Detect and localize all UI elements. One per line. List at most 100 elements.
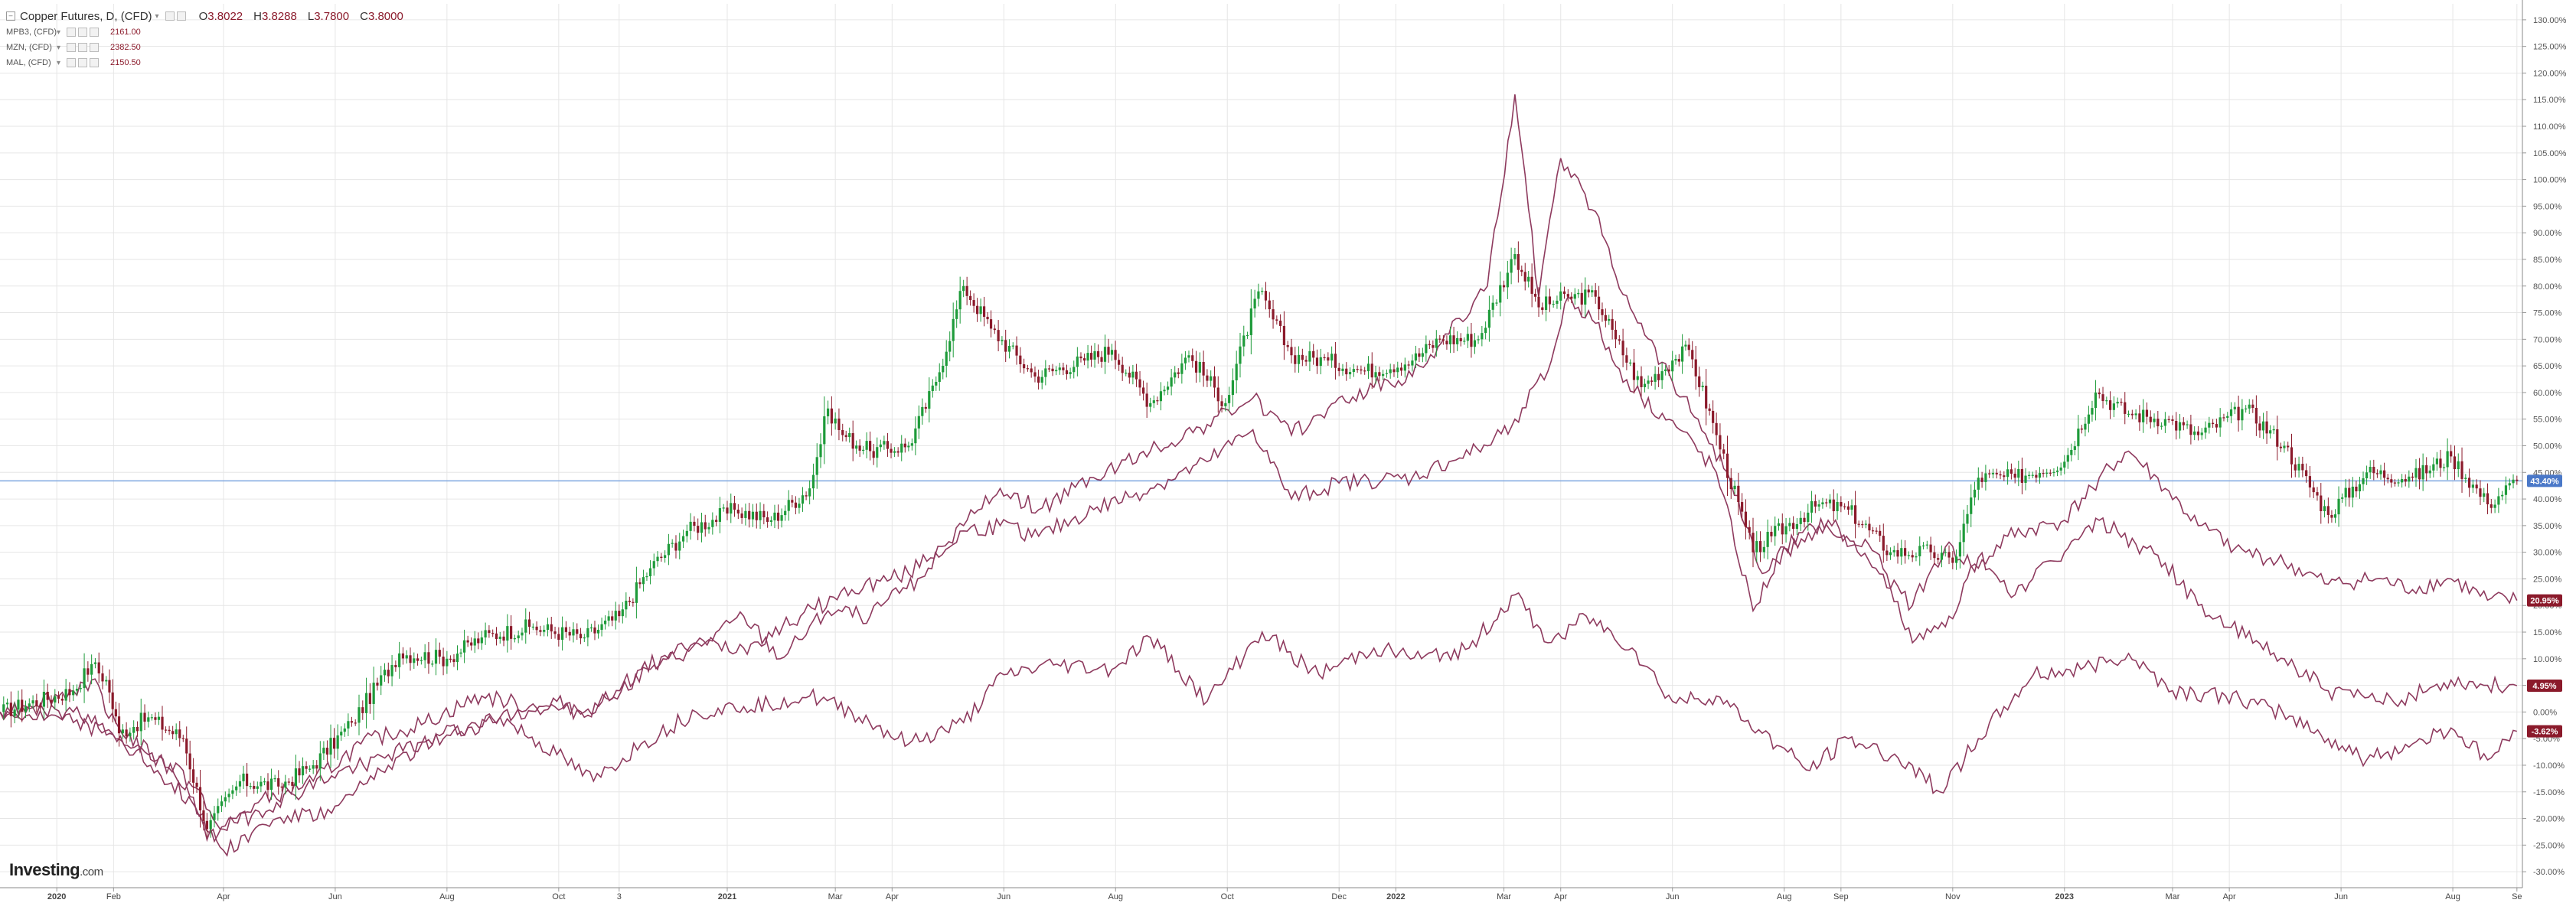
candle-body bbox=[480, 637, 483, 644]
candle-body bbox=[1194, 360, 1198, 373]
candle-body bbox=[1374, 372, 1377, 378]
candle-body bbox=[1257, 291, 1260, 299]
candle-body bbox=[958, 291, 962, 310]
candle-body bbox=[147, 717, 150, 722]
candle-body bbox=[1632, 362, 1636, 380]
candle-body bbox=[1220, 401, 1223, 406]
settings-icon[interactable] bbox=[78, 28, 88, 37]
chevron-down-icon[interactable]: ▾ bbox=[57, 28, 61, 37]
legend-compare-row-mpb3: MPB3, (CFD) ▾ 2161.00 bbox=[6, 24, 414, 40]
close-icon[interactable] bbox=[176, 11, 186, 21]
candle-body bbox=[2316, 492, 2319, 496]
candle-body bbox=[195, 782, 198, 787]
candle-body bbox=[1758, 541, 1762, 553]
candle-body bbox=[989, 319, 993, 329]
candle-body bbox=[1915, 556, 1918, 558]
candle-body bbox=[1216, 387, 1219, 402]
candle-body bbox=[17, 699, 20, 710]
settings-icon[interactable] bbox=[165, 11, 175, 21]
candle-body bbox=[139, 712, 142, 732]
candle-body bbox=[2344, 487, 2347, 498]
compare-symbol[interactable]: MPB3, (CFD) bbox=[6, 28, 57, 37]
candle-body bbox=[401, 653, 405, 659]
candle-body bbox=[1684, 344, 1687, 347]
candle-body bbox=[1356, 369, 1359, 370]
candle-body bbox=[1445, 341, 1448, 344]
candle-body bbox=[1414, 353, 1417, 361]
candle-body bbox=[1868, 523, 1871, 531]
candle-body bbox=[2109, 400, 2112, 410]
candle-body bbox=[1795, 523, 1799, 530]
candle-body bbox=[755, 511, 758, 520]
close-icon[interactable] bbox=[90, 28, 100, 37]
candle-body bbox=[498, 636, 501, 639]
eye-icon[interactable] bbox=[67, 28, 77, 37]
candle-body bbox=[277, 777, 280, 787]
candle-body bbox=[1566, 294, 1569, 297]
close-icon[interactable] bbox=[90, 58, 100, 67]
candle-body bbox=[586, 628, 589, 637]
candle-body bbox=[1118, 360, 1121, 365]
candle-body bbox=[21, 699, 24, 712]
y-tick-label: -30.00% bbox=[2533, 868, 2565, 877]
candle-body bbox=[213, 813, 216, 820]
eye-icon[interactable] bbox=[67, 58, 77, 67]
y-tick-label: 10.00% bbox=[2533, 655, 2562, 664]
close-icon[interactable] bbox=[90, 43, 100, 52]
candle-body bbox=[1533, 293, 1537, 297]
candle-body bbox=[50, 699, 53, 703]
candle-body bbox=[154, 717, 157, 720]
candle-body bbox=[101, 673, 104, 682]
collapse-icon[interactable]: – bbox=[6, 11, 15, 21]
candle-body bbox=[294, 768, 298, 786]
candle-body bbox=[1556, 300, 1559, 305]
candle-body bbox=[1040, 377, 1043, 383]
candle-body bbox=[1559, 291, 1562, 301]
investing-logo[interactable]: Investing.com bbox=[9, 860, 103, 880]
eye-icon[interactable] bbox=[67, 43, 77, 52]
candle-body bbox=[935, 382, 938, 386]
candle-body bbox=[1428, 344, 1431, 346]
candle-body bbox=[2, 704, 5, 712]
candle-body bbox=[762, 510, 766, 518]
candle-body bbox=[1907, 555, 1910, 556]
candle-body bbox=[2186, 424, 2189, 425]
candle-body bbox=[198, 787, 202, 810]
candle-body bbox=[312, 764, 315, 769]
y-tick-label: 40.00% bbox=[2533, 495, 2562, 504]
chevron-down-icon[interactable]: ▾ bbox=[155, 11, 159, 21]
candle-body bbox=[1037, 377, 1040, 383]
candle-body bbox=[1840, 501, 1843, 507]
candle-body bbox=[1131, 371, 1135, 378]
candle-body bbox=[477, 638, 480, 644]
series-line-mzn bbox=[0, 295, 2518, 843]
candle-body bbox=[2425, 465, 2428, 474]
candle-body bbox=[2196, 431, 2200, 435]
candle-body bbox=[72, 690, 75, 696]
compare-symbol[interactable]: MZN, (CFD) bbox=[6, 43, 52, 52]
y-tick-label: 85.00% bbox=[2533, 256, 2562, 265]
candle-body bbox=[1246, 334, 1249, 337]
candle-body bbox=[1187, 355, 1190, 358]
candle-body bbox=[2045, 472, 2049, 474]
candle-body bbox=[2468, 478, 2471, 488]
legend-title[interactable]: Copper Futures, D, (CFD) bbox=[20, 9, 152, 23]
chevron-down-icon[interactable]: ▾ bbox=[57, 43, 61, 52]
candle-body bbox=[1452, 335, 1455, 344]
candle-body bbox=[2112, 403, 2115, 410]
compare-symbol[interactable]: MAL, (CFD) bbox=[6, 58, 51, 67]
candle-body bbox=[2020, 468, 2024, 483]
candle-body bbox=[527, 619, 531, 628]
candle-body bbox=[872, 451, 875, 458]
candle-body bbox=[68, 689, 71, 696]
chevron-down-icon[interactable]: ▾ bbox=[57, 58, 61, 67]
candle-body bbox=[1082, 358, 1086, 361]
settings-icon[interactable] bbox=[78, 43, 88, 52]
candle-body bbox=[1752, 533, 1755, 553]
settings-icon[interactable] bbox=[78, 58, 88, 67]
high-value: 3.8288 bbox=[261, 9, 297, 23]
candle-body bbox=[625, 601, 628, 610]
candle-body bbox=[685, 530, 688, 536]
candle-body bbox=[830, 408, 833, 424]
